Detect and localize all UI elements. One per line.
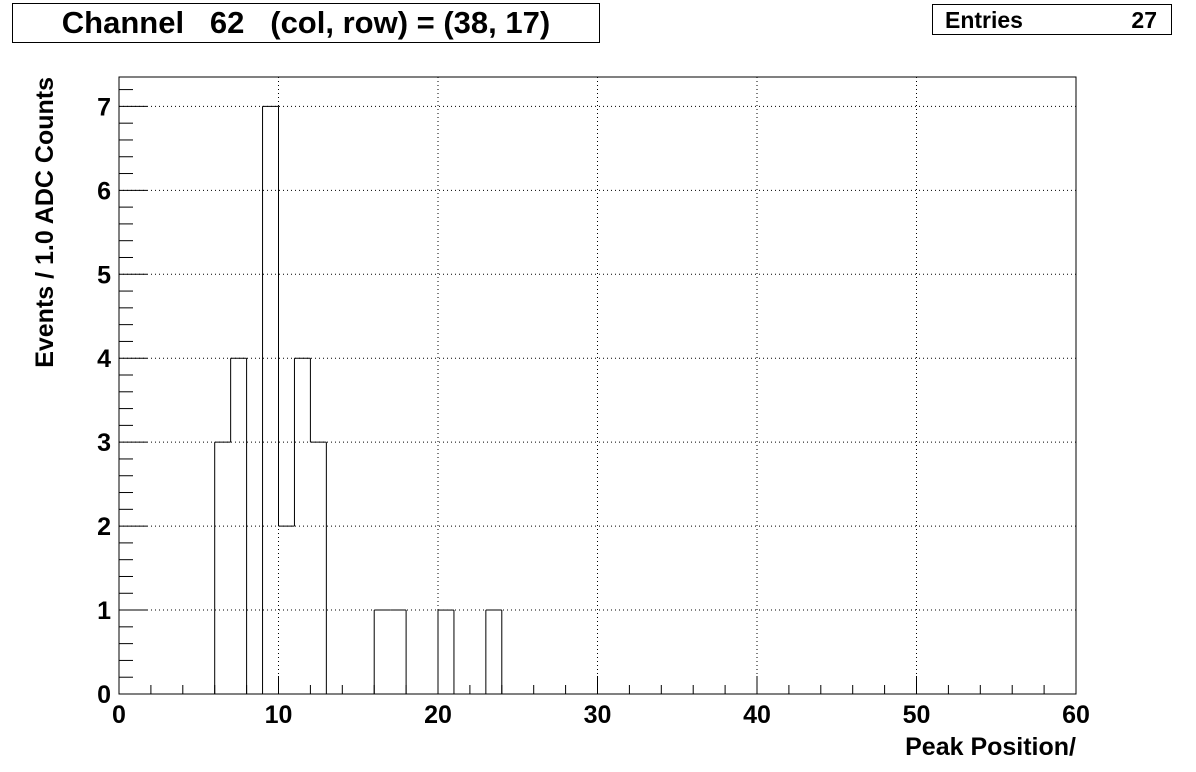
x-tick-label: 10 (265, 701, 293, 729)
y-tick-label: 3 (97, 429, 111, 457)
y-axis-label: Events / 1.0 ADC Counts (31, 77, 59, 368)
x-tick-label: 0 (112, 701, 126, 729)
y-tick-label: 1 (97, 597, 111, 625)
stats-entries-label: Entries (945, 7, 1023, 33)
x-axis-label: Peak Position/ (905, 733, 1076, 761)
y-tick-label: 7 (97, 93, 111, 121)
histogram-bars (214, 105, 503, 694)
stats-box: Entries 27 (932, 4, 1172, 35)
plot-frame (118, 76, 1077, 695)
x-tick-label: 20 (424, 701, 452, 729)
stats-entries-value: 27 (1131, 7, 1157, 33)
axis-tick-labels: 0 1 2 3 4 5 6 7 0 10 20 30 40 50 60 (97, 93, 1090, 729)
y-tick-label: 0 (97, 681, 111, 709)
y-tick-label: 2 (97, 513, 111, 541)
x-tick-label: 30 (584, 701, 612, 729)
y-tick-label: 6 (97, 177, 111, 205)
x-tick-label: 50 (903, 701, 931, 729)
chart-title: Channel 62 (col, row) = (38, 17) (12, 3, 600, 43)
x-tick-label: 60 (1062, 701, 1090, 729)
y-tick-label: 5 (97, 261, 111, 289)
y-tick-label: 4 (97, 345, 111, 373)
x-tick-label: 40 (743, 701, 771, 729)
